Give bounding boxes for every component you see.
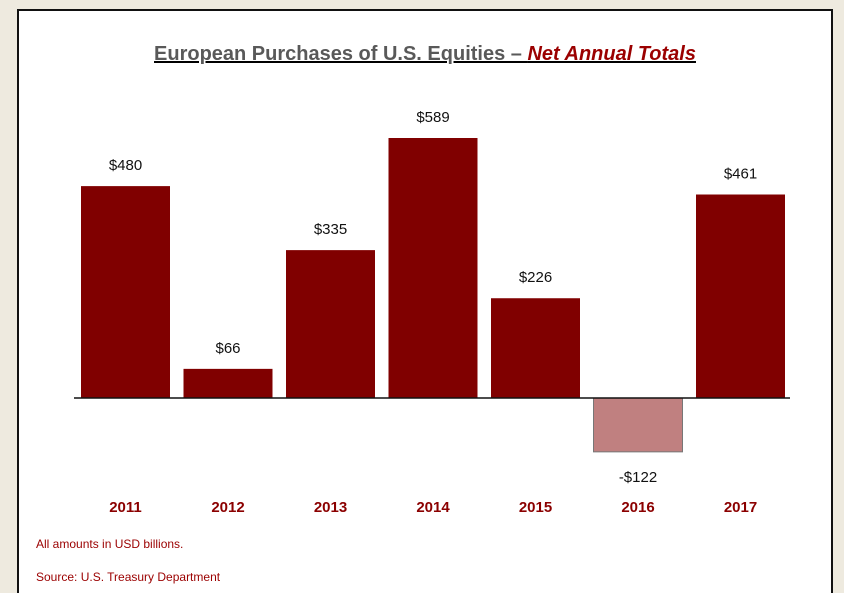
bar [81, 186, 170, 398]
title-emphasis: Net Annual Totals [527, 43, 696, 65]
value-label: $480 [109, 157, 142, 174]
x-tick-label: 2011 [109, 499, 142, 516]
value-label: $66 [215, 340, 240, 357]
x-tick-label: 2017 [724, 499, 757, 516]
bar [388, 138, 478, 398]
value-label: $461 [724, 165, 757, 182]
chart-title: European Purchases of U.S. Equities – Ne… [154, 43, 696, 65]
value-label: $226 [519, 269, 552, 286]
value-label: $589 [416, 109, 449, 126]
x-tick-label: 2015 [519, 499, 552, 516]
title-main: European Purchases of U.S. Equities – [154, 43, 527, 65]
bar [696, 194, 785, 398]
x-tick-label: 2012 [211, 499, 244, 516]
bar [286, 250, 375, 398]
x-tick-label: 2013 [314, 499, 347, 516]
bar [491, 298, 580, 398]
note: Source: U.S. Treasury Department [36, 570, 221, 584]
x-tick-label: 2016 [621, 499, 654, 516]
note: All amounts in USD billions. [36, 537, 183, 551]
value-label: -$122 [619, 469, 657, 486]
x-tick-label: 2014 [416, 499, 450, 516]
bar [593, 397, 683, 453]
value-label: $335 [314, 221, 347, 238]
bar [183, 368, 273, 398]
